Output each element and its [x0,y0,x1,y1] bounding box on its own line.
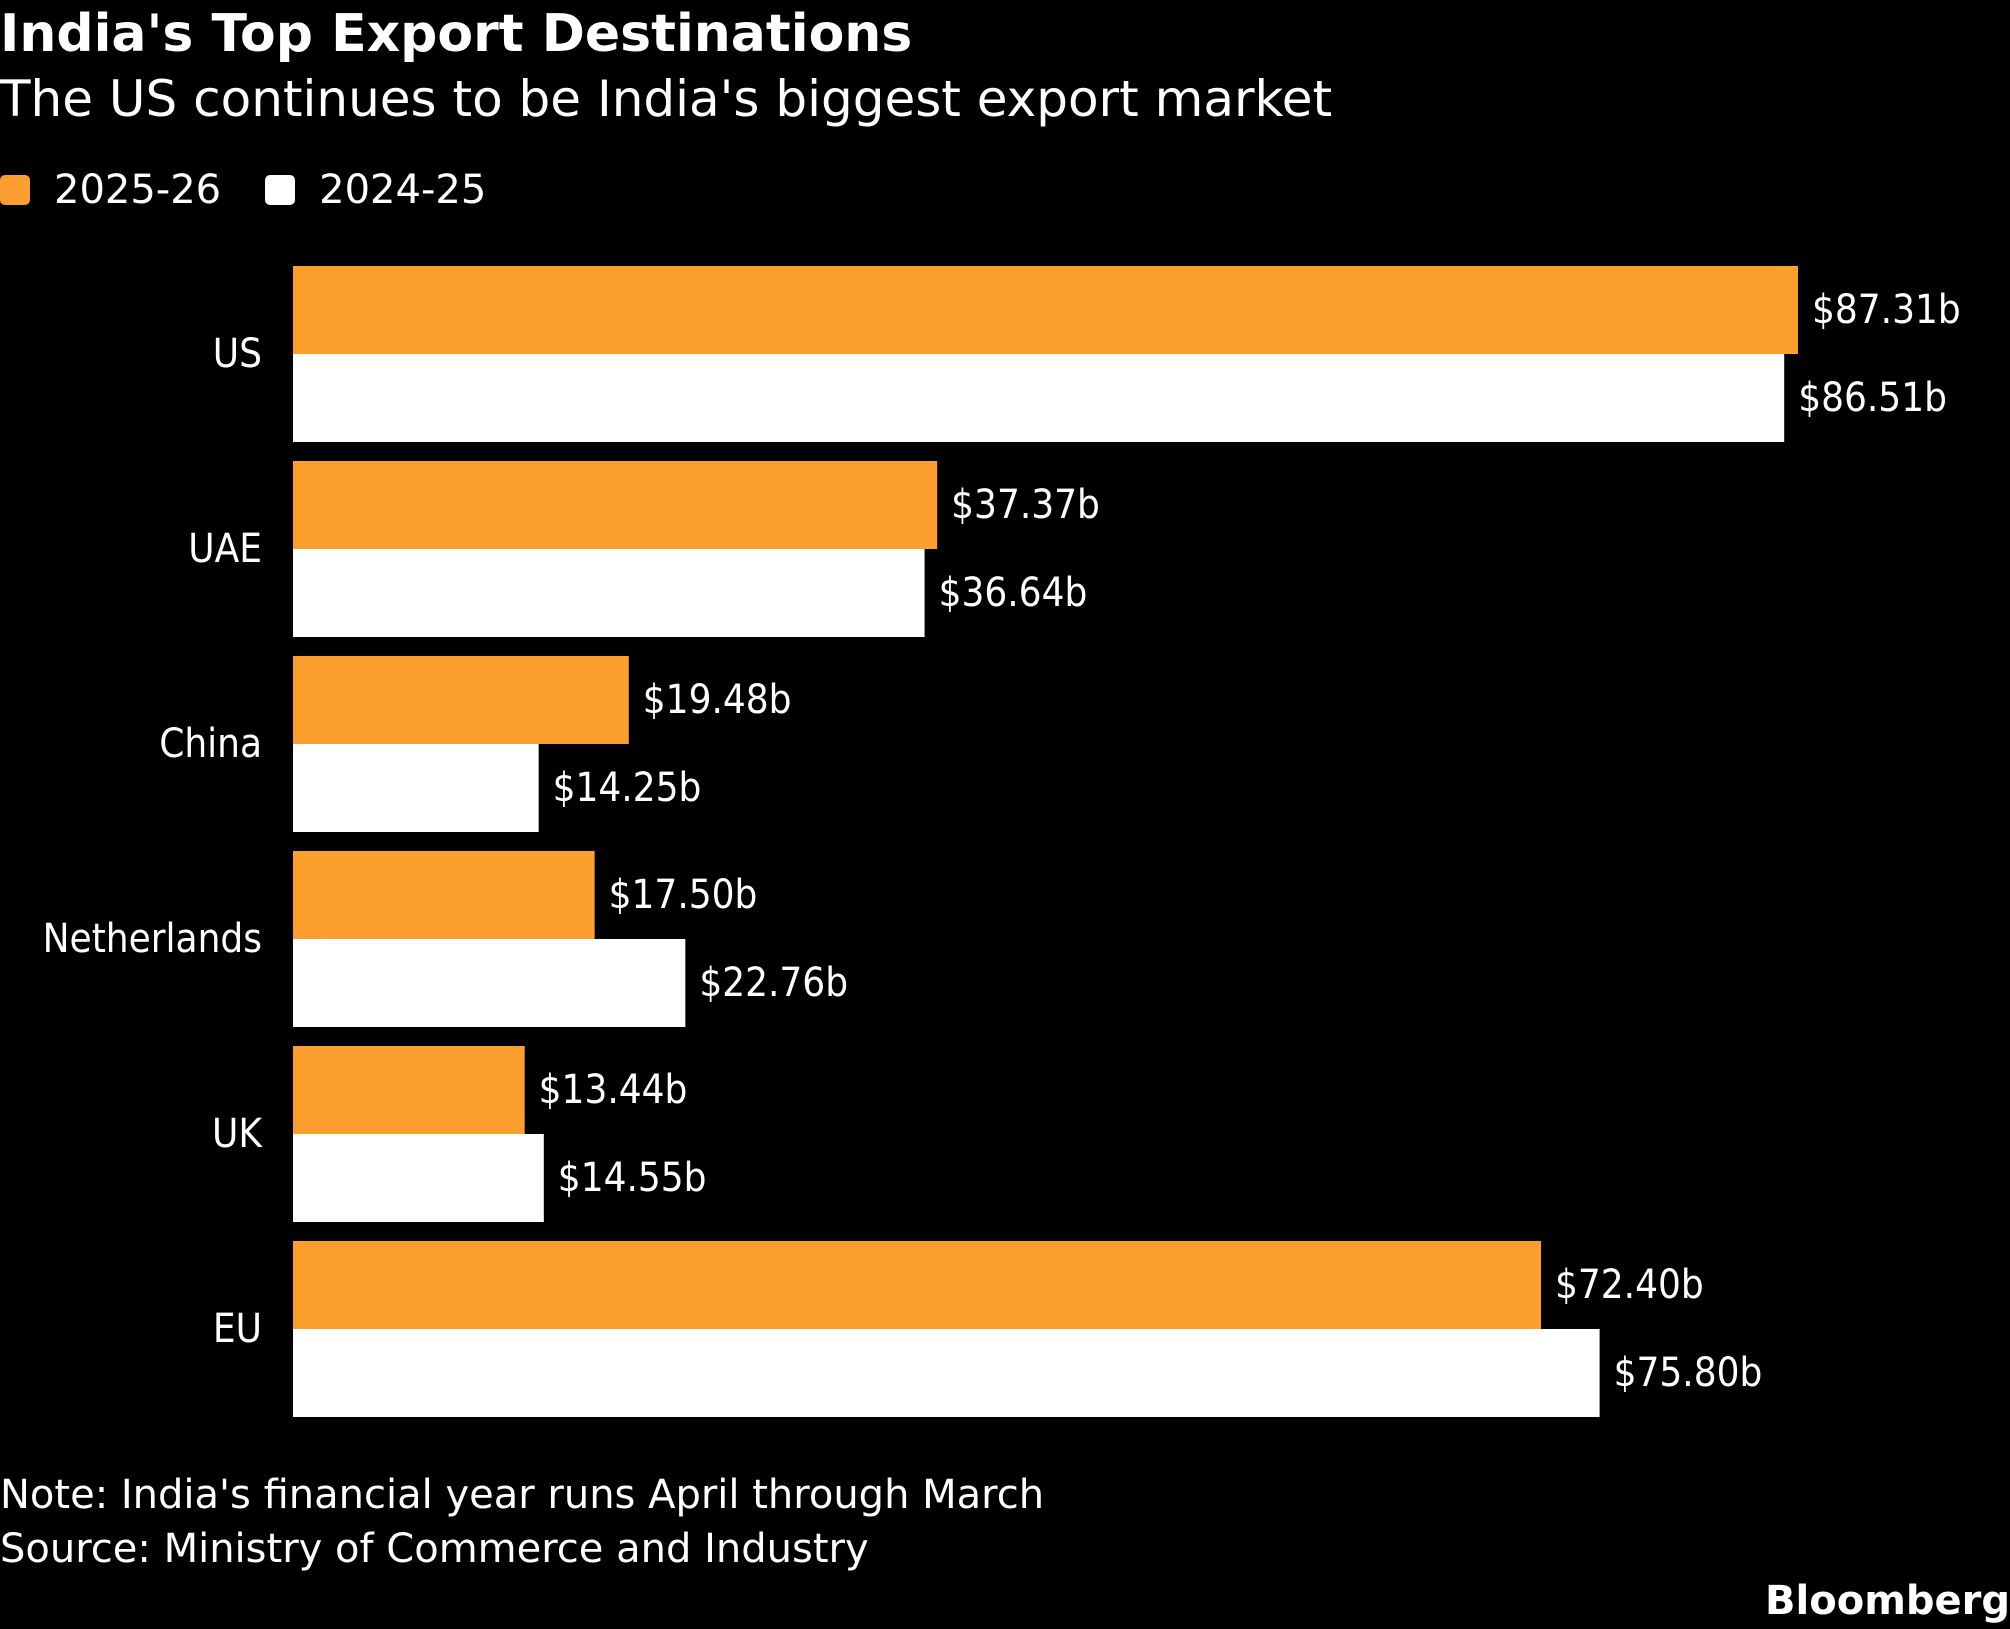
category-label-uk: UK [212,1111,263,1157]
bar-china-2025-26 [293,656,629,744]
category-label-us: US [213,331,262,377]
bar-uae-2025-26 [293,461,938,549]
value-label-eu-2024-25: $75.80b [1614,1350,1763,1396]
legend: 2025-26 2024-25 [0,162,530,218]
value-label-uk-2025-26: $13.44b [539,1067,688,1113]
value-label-us-2025-26: $87.31b [1812,287,1961,333]
bar-eu-2025-26 [293,1241,1541,1329]
bar-us-2024-25 [293,354,1785,442]
legend-item-2025-26: 2025-26 [0,167,221,213]
value-label-us-2024-25: $86.51b [1798,375,1947,421]
bar-eu-2024-25 [293,1329,1600,1417]
bar-netherlands-2025-26 [293,851,595,939]
bar-uae-2024-25 [293,549,925,637]
value-label-china-2024-25: $14.25b [553,765,702,811]
value-label-china-2025-26: $19.48b [643,677,792,723]
legend-item-2024-25: 2024-25 [265,167,486,213]
bar-us-2025-26 [293,266,1798,354]
legend-label-2024-25: 2024-25 [319,167,487,213]
bar-netherlands-2024-25 [293,939,686,1027]
value-label-eu-2025-26: $72.40b [1555,1262,1704,1308]
value-label-netherlands-2025-26: $17.50b [609,872,758,918]
chart-note: Note: India's financial year runs April … [0,1472,1045,1518]
bar-china-2024-25 [293,744,539,832]
bloomberg-logo: Bloomberg [1765,1578,2010,1624]
legend-swatch-2024-25 [265,175,296,205]
value-label-uk-2024-25: $14.55b [558,1155,707,1201]
category-label-eu: EU [213,1306,262,1352]
bar-uk-2025-26 [293,1046,525,1134]
legend-label-2025-26: 2025-26 [54,167,222,213]
chart-title: India's Top Export Destinations [0,4,913,64]
category-label-netherlands: Netherlands [43,916,262,962]
chart-subtitle: The US continues to be India's biggest e… [0,70,1333,128]
bar-uk-2024-25 [293,1134,544,1222]
chart-source: Source: Ministry of Commerce and Industr… [0,1526,869,1572]
value-label-uae-2024-25: $36.64b [939,570,1088,616]
category-label-uae: UAE [188,526,262,572]
legend-swatch-2025-26 [0,175,30,205]
value-label-uae-2025-26: $37.37b [951,482,1100,528]
category-label-china: China [159,721,262,767]
value-label-netherlands-2024-25: $22.76b [699,960,848,1006]
